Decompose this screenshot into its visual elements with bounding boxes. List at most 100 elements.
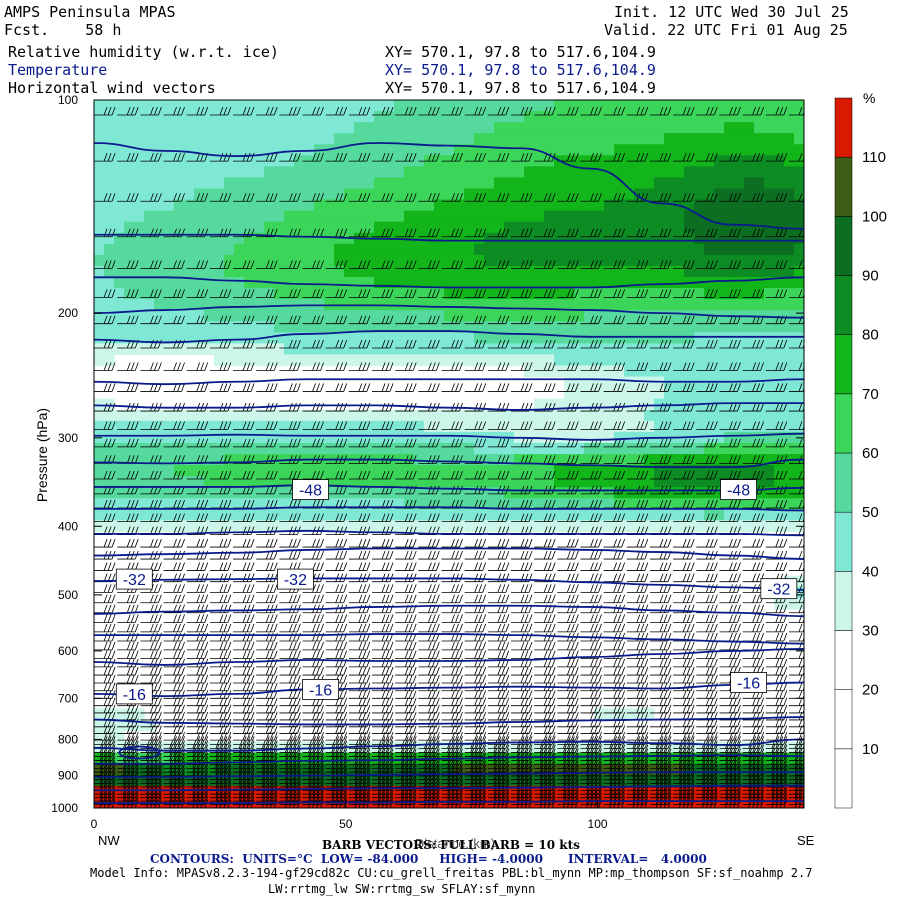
rh-cell xyxy=(204,409,215,422)
wind-barb xyxy=(487,153,510,162)
wind-barb xyxy=(511,550,533,560)
rh-cell xyxy=(384,442,395,455)
rh-cell xyxy=(594,254,605,267)
wind-barb xyxy=(186,732,209,741)
wind-barb xyxy=(626,455,649,464)
wind-barb xyxy=(626,193,649,202)
rh-cell xyxy=(314,343,325,356)
rh-cell xyxy=(494,476,505,488)
rh-cell xyxy=(374,199,385,212)
rh-cell xyxy=(714,741,725,754)
wind-barb xyxy=(534,666,556,676)
rh-cell xyxy=(774,177,785,190)
wind-barb xyxy=(719,641,741,651)
rh-cell xyxy=(434,509,445,521)
rh-cell xyxy=(364,465,375,477)
rh-cell xyxy=(174,277,185,289)
rh-cell xyxy=(594,343,605,356)
rh-cell xyxy=(94,166,105,179)
rh-cell xyxy=(114,254,125,267)
wind-barb xyxy=(325,260,348,269)
wind-barb xyxy=(186,153,209,162)
rh-cell xyxy=(634,221,645,234)
rh-cell xyxy=(534,774,545,787)
rh-cell xyxy=(614,166,625,179)
rh-cell xyxy=(734,774,745,787)
wind-barb xyxy=(418,641,440,651)
rh-cell xyxy=(214,409,225,422)
rh-cell xyxy=(344,321,355,333)
rh-cell xyxy=(244,199,255,212)
wind-barb xyxy=(487,193,510,202)
rh-cell xyxy=(634,354,645,367)
wind-barb xyxy=(765,711,788,721)
rh-cell xyxy=(714,476,725,488)
wind-barb xyxy=(719,666,741,676)
rh-cell xyxy=(574,509,585,521)
wind-barb xyxy=(464,674,487,684)
wind-barb xyxy=(302,550,324,560)
rh-cell xyxy=(114,752,125,765)
rh-cell xyxy=(444,299,455,311)
rh-cell xyxy=(424,210,435,223)
wind-barb xyxy=(696,421,718,430)
wind-barb xyxy=(209,315,232,325)
rh-cell xyxy=(614,177,625,190)
rh-cell xyxy=(644,509,655,521)
wind-barb xyxy=(209,260,232,269)
rh-cell xyxy=(124,420,135,433)
rh-cell xyxy=(494,111,505,123)
rh-cell xyxy=(494,785,505,798)
wind-barb xyxy=(325,594,348,604)
rh-cell xyxy=(754,431,765,444)
rh-cell xyxy=(794,332,804,344)
wind-barb xyxy=(302,793,324,802)
wind-barb xyxy=(117,718,139,728)
rh-cell xyxy=(514,199,525,212)
rh-cell xyxy=(754,387,765,400)
wind-barb xyxy=(186,725,209,734)
rh-cell xyxy=(544,188,555,201)
rh-cell xyxy=(224,243,235,256)
rh-cell xyxy=(524,265,535,278)
rh-cell xyxy=(764,232,775,245)
rh-cell xyxy=(254,431,265,444)
rh-cell xyxy=(274,741,285,754)
rh-cell xyxy=(134,265,145,278)
wind-barb xyxy=(534,362,556,371)
rh-cell xyxy=(144,111,155,123)
wind-barb xyxy=(186,562,209,571)
rh-cell xyxy=(724,387,735,400)
rh-cell xyxy=(694,752,705,765)
wind-barb xyxy=(372,650,394,659)
wind-barb xyxy=(279,339,301,349)
rh-cell xyxy=(404,254,415,267)
rh-cell xyxy=(154,332,165,344)
wind-barb xyxy=(626,289,649,298)
wind-barb xyxy=(117,725,139,734)
wind-barb xyxy=(534,339,556,349)
wind-barb xyxy=(348,289,371,298)
rh-cell xyxy=(464,509,475,521)
wind-barb xyxy=(580,799,602,808)
rh-cell xyxy=(334,277,345,289)
rh-cell xyxy=(234,498,245,510)
rh-cell xyxy=(514,243,525,256)
rh-cell xyxy=(134,476,145,488)
rh-cell xyxy=(124,409,135,422)
rh-cell xyxy=(734,155,745,167)
rh-cell xyxy=(254,774,265,787)
rh-cell xyxy=(624,144,635,156)
rh-cell xyxy=(704,487,715,499)
rh-cell xyxy=(484,774,495,787)
rh-cell xyxy=(384,332,395,344)
rh-cell xyxy=(284,122,295,134)
rh-cell xyxy=(784,100,795,112)
rh-cell xyxy=(334,487,345,499)
wind-barb xyxy=(372,383,394,392)
wind-barb xyxy=(788,711,804,721)
rh-cell xyxy=(464,343,475,356)
rh-cell xyxy=(374,144,385,156)
rh-cell xyxy=(304,420,315,433)
rh-cell xyxy=(504,476,515,488)
